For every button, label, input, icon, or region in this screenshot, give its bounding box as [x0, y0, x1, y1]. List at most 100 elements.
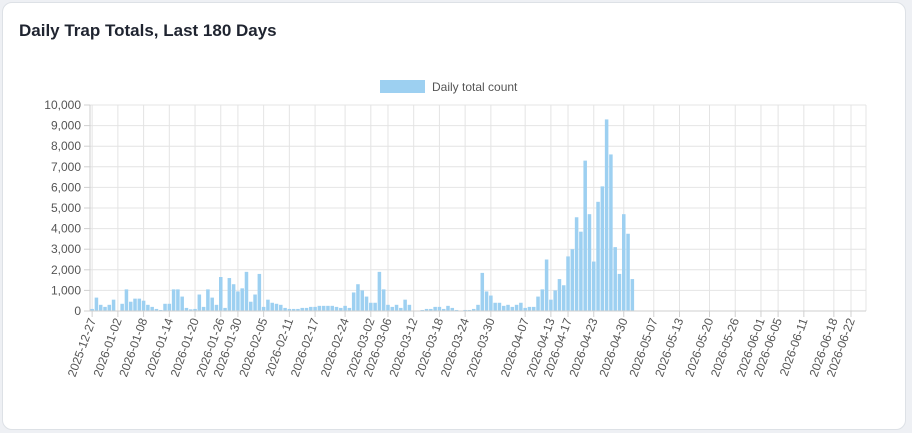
bar[interactable]	[137, 298, 142, 311]
bar[interactable]	[390, 306, 395, 311]
bar[interactable]	[128, 301, 133, 311]
bar[interactable]	[154, 308, 159, 311]
bar[interactable]	[244, 271, 249, 311]
bar[interactable]	[557, 279, 562, 311]
bar[interactable]	[214, 304, 219, 311]
bar[interactable]	[574, 217, 579, 311]
bar[interactable]	[399, 307, 403, 311]
bar[interactable]	[193, 308, 197, 311]
bar[interactable]	[364, 296, 369, 311]
bar[interactable]	[570, 249, 575, 311]
bar[interactable]	[270, 302, 274, 311]
bar[interactable]	[317, 305, 322, 311]
bar[interactable]	[420, 309, 425, 311]
bar[interactable]	[527, 306, 532, 311]
bar[interactable]	[356, 284, 360, 311]
bar[interactable]	[600, 186, 605, 311]
bar[interactable]	[321, 305, 326, 311]
bar[interactable]	[493, 302, 497, 311]
bar[interactable]	[210, 297, 214, 311]
bar[interactable]	[94, 297, 99, 311]
bar[interactable]	[223, 307, 227, 311]
bar[interactable]	[467, 309, 472, 311]
bar[interactable]	[561, 285, 566, 311]
bar[interactable]	[236, 291, 240, 311]
bar[interactable]	[188, 309, 193, 311]
bar[interactable]	[343, 305, 347, 311]
bar[interactable]	[424, 308, 429, 311]
legend-swatch[interactable]	[380, 80, 425, 93]
bar[interactable]	[360, 290, 365, 311]
bar[interactable]	[497, 302, 502, 311]
bar[interactable]	[429, 308, 433, 311]
bar[interactable]	[377, 271, 382, 311]
bar[interactable]	[111, 299, 116, 311]
bar[interactable]	[553, 290, 557, 311]
bar[interactable]	[622, 214, 626, 311]
bar[interactable]	[394, 304, 399, 311]
bar[interactable]	[514, 304, 519, 311]
bar[interactable]	[240, 288, 244, 311]
bar[interactable]	[249, 301, 253, 311]
bar[interactable]	[476, 304, 480, 311]
bar[interactable]	[274, 303, 279, 311]
bar[interactable]	[540, 289, 545, 311]
bar[interactable]	[339, 307, 343, 311]
bar[interactable]	[617, 273, 622, 311]
bar[interactable]	[403, 299, 407, 311]
bar[interactable]	[386, 304, 390, 311]
bar[interactable]	[489, 295, 493, 311]
bar[interactable]	[184, 307, 189, 311]
bar[interactable]	[587, 214, 592, 311]
bar[interactable]	[201, 306, 206, 311]
bar[interactable]	[133, 298, 137, 311]
bar[interactable]	[124, 289, 129, 311]
bar[interactable]	[523, 307, 527, 311]
bar[interactable]	[291, 308, 296, 311]
bar[interactable]	[103, 306, 107, 311]
bar[interactable]	[484, 291, 489, 311]
bar[interactable]	[591, 261, 596, 311]
bar[interactable]	[287, 308, 292, 311]
bar[interactable]	[257, 273, 262, 311]
bar[interactable]	[279, 304, 283, 311]
bar[interactable]	[609, 154, 613, 311]
bar[interactable]	[326, 305, 330, 311]
bar[interactable]	[283, 307, 287, 311]
bar[interactable]	[227, 278, 232, 311]
bar[interactable]	[107, 304, 112, 311]
bar[interactable]	[171, 289, 176, 311]
bar[interactable]	[566, 256, 570, 311]
bar[interactable]	[519, 302, 523, 311]
bar[interactable]	[266, 299, 270, 311]
bar[interactable]	[313, 306, 317, 311]
bar[interactable]	[407, 304, 412, 311]
bar[interactable]	[369, 302, 373, 311]
bar[interactable]	[300, 307, 304, 311]
bar[interactable]	[120, 303, 124, 311]
bar[interactable]	[544, 259, 549, 312]
bar[interactable]	[613, 247, 617, 311]
bar[interactable]	[450, 307, 455, 311]
bar[interactable]	[441, 308, 446, 311]
bar[interactable]	[373, 302, 377, 311]
bar[interactable]	[630, 279, 635, 311]
bar[interactable]	[141, 300, 146, 311]
bar[interactable]	[197, 294, 202, 311]
bar[interactable]	[296, 308, 300, 311]
bar[interactable]	[454, 309, 459, 311]
bar[interactable]	[309, 306, 313, 311]
bar[interactable]	[501, 305, 506, 311]
bar[interactable]	[510, 306, 515, 311]
bar[interactable]	[446, 305, 450, 311]
bar[interactable]	[167, 303, 172, 311]
bar[interactable]	[506, 304, 510, 311]
bar[interactable]	[146, 304, 150, 311]
bar[interactable]	[180, 296, 184, 311]
bar[interactable]	[98, 304, 103, 311]
bar[interactable]	[351, 292, 356, 311]
bar[interactable]	[437, 306, 442, 311]
bar[interactable]	[433, 306, 437, 311]
bar[interactable]	[158, 309, 163, 311]
bar[interactable]	[150, 306, 154, 311]
